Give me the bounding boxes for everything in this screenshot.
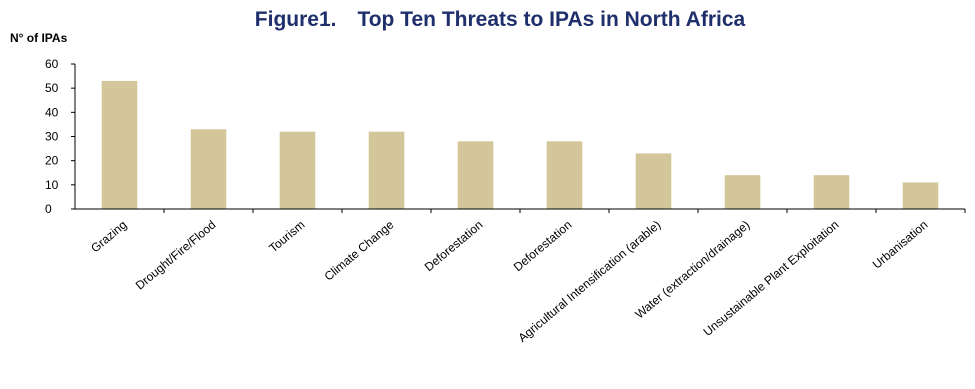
bar-3 bbox=[368, 131, 405, 209]
x-tick-label: Deforestation bbox=[422, 218, 486, 275]
bar-5 bbox=[546, 141, 583, 209]
x-tick-label: Grazing bbox=[88, 218, 129, 256]
x-tick-label: Drought/Fire/Flood bbox=[133, 218, 219, 293]
y-tick-label: 60 bbox=[45, 57, 59, 71]
bar-7 bbox=[724, 175, 761, 209]
x-tick-label: Deforestation bbox=[511, 218, 575, 275]
x-tick-label: Urbanisation bbox=[870, 218, 931, 272]
bar-8 bbox=[813, 175, 850, 209]
bar-2 bbox=[279, 131, 316, 209]
y-tick-label: 50 bbox=[45, 81, 59, 95]
y-tick-label: 0 bbox=[45, 202, 52, 216]
bar-1 bbox=[190, 129, 227, 209]
bar-0 bbox=[101, 80, 138, 210]
y-tick-label: 20 bbox=[45, 154, 59, 168]
x-tick-label: Tourism bbox=[266, 218, 307, 256]
x-axis-ticks: Grazing Drought/Fire/Flood Tourism Climate … bbox=[88, 209, 966, 345]
bars bbox=[101, 80, 939, 210]
bar-6 bbox=[635, 153, 672, 209]
y-tick-label: 10 bbox=[45, 178, 59, 192]
x-tick-label: Agricultural Intensification (arable) bbox=[515, 218, 663, 345]
y-axis-ticks: 0 10 20 30 40 50 60 bbox=[45, 57, 75, 216]
y-tick-label: 40 bbox=[45, 105, 59, 119]
bar-4 bbox=[457, 141, 494, 209]
y-axis-label: N° of IPAs bbox=[10, 31, 68, 45]
bar-9 bbox=[902, 182, 939, 209]
chart-title: Figure1. Top Ten Threats to IPAs in Nort… bbox=[255, 8, 746, 31]
y-tick-label: 30 bbox=[45, 130, 59, 144]
x-tick-label: Climate Change bbox=[322, 217, 397, 283]
